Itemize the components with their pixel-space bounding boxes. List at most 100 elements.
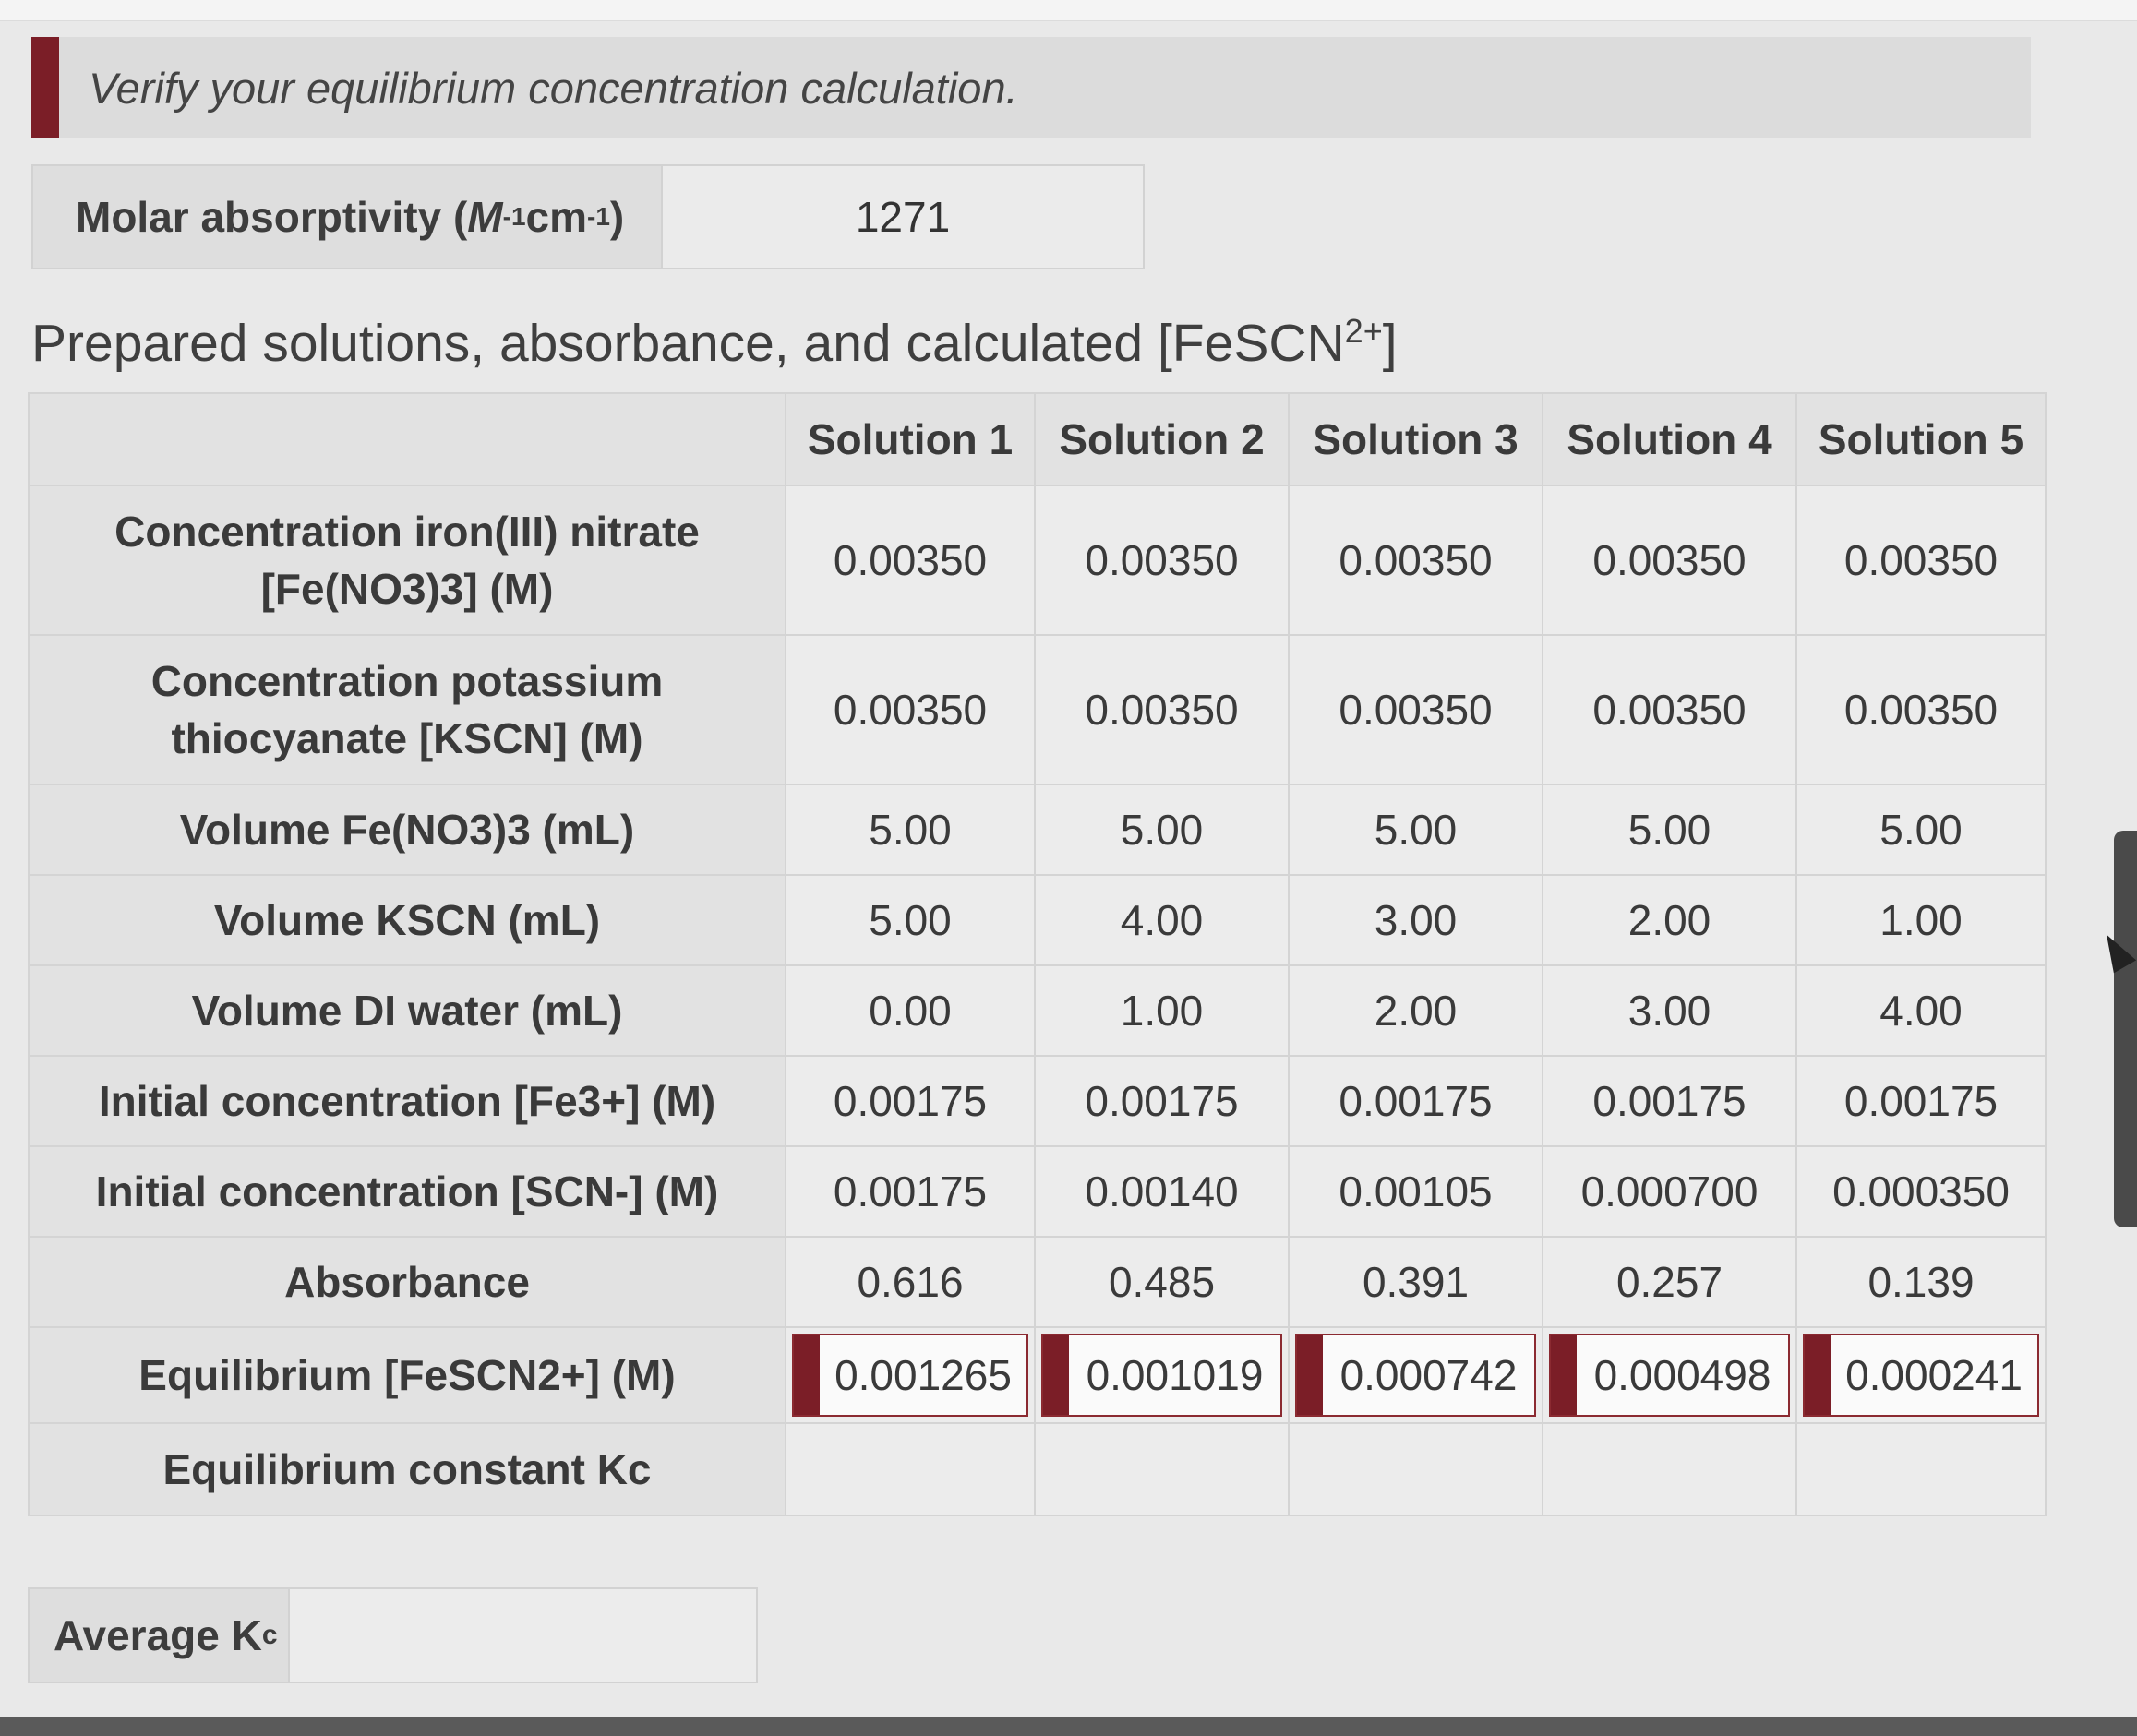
calc-cell: 0.001265 xyxy=(785,1326,1036,1424)
row-label: Volume DI water (mL) xyxy=(28,964,786,1057)
table-cell: 0.00350 xyxy=(1288,485,1543,636)
table-cell: 3.00 xyxy=(1288,874,1543,966)
row-label: Initial concentration [Fe3+] (M) xyxy=(28,1055,786,1147)
column-header-solution-4: Solution 4 xyxy=(1542,392,1797,486)
table-cell: 0.00350 xyxy=(785,634,1036,785)
column-header-solution-3: Solution 3 xyxy=(1288,392,1543,486)
column-header-solution-5: Solution 5 xyxy=(1795,392,2047,486)
table-cell: 0.00350 xyxy=(785,485,1036,636)
row-label: Initial concentration [SCN-] (M) xyxy=(28,1145,786,1238)
calc-box: 0.000742 xyxy=(1295,1334,1536,1417)
table-cell: 2.00 xyxy=(1288,964,1543,1057)
table-cell: 0.00350 xyxy=(1542,634,1797,785)
table-cell: 0.257 xyxy=(1542,1236,1797,1328)
calc-box: 0.000498 xyxy=(1549,1334,1790,1417)
average-kc-input[interactable] xyxy=(288,1589,756,1682)
table-cell: 1.00 xyxy=(1795,874,2047,966)
table-row: Equilibrium constant Kc xyxy=(28,1422,2047,1516)
table-header-row: Solution 1 Solution 2 Solution 3 Solutio… xyxy=(28,392,2047,486)
table-cell: 0.00105 xyxy=(1288,1145,1543,1238)
calc-box: 0.001265 xyxy=(792,1334,1028,1417)
table-row: Volume KSCN (mL) 5.00 4.00 3.00 2.00 1.0… xyxy=(28,874,2047,966)
table-cell: 0.00175 xyxy=(785,1055,1036,1147)
row-label: Equilibrium constant Kc xyxy=(28,1422,786,1516)
column-header-solution-2: Solution 2 xyxy=(1034,392,1290,486)
table-row: Absorbance 0.616 0.485 0.391 0.257 0.139 xyxy=(28,1236,2047,1328)
table-cell: 0.000700 xyxy=(1542,1145,1797,1238)
scrollbar-thumb[interactable] xyxy=(2114,831,2137,1227)
table-row: Concentration iron(III) nitrate [Fe(NO3)… xyxy=(28,485,2047,636)
kc-input-cell[interactable] xyxy=(1795,1422,2047,1516)
column-header-solution-1: Solution 1 xyxy=(785,392,1036,486)
calc-accent-bar xyxy=(794,1335,820,1415)
calc-cell: 0.001019 xyxy=(1034,1326,1290,1424)
banner-text: Verify your equilibrium concentration ca… xyxy=(89,63,1018,113)
table-cell: 0.00350 xyxy=(1288,634,1543,785)
molar-absorptivity-value: 1271 xyxy=(661,166,1143,268)
table-row: Initial concentration [Fe3+] (M) 0.00175… xyxy=(28,1055,2047,1147)
calc-box: 0.001019 xyxy=(1041,1334,1282,1417)
table-row: Volume Fe(NO3)3 (mL) 5.00 5.00 5.00 5.00… xyxy=(28,784,2047,876)
banner-accent-bar xyxy=(31,37,59,138)
verify-banner: Verify your equilibrium concentration ca… xyxy=(31,37,2031,138)
table-corner xyxy=(28,392,786,486)
table-row: Volume DI water (mL) 0.00 1.00 2.00 3.00… xyxy=(28,964,2047,1057)
table-cell: 1.00 xyxy=(1034,964,1290,1057)
kc-input-cell[interactable] xyxy=(1542,1422,1797,1516)
table-cell: 5.00 xyxy=(785,874,1036,966)
table-row: Concentration potassium thiocyanate [KSC… xyxy=(28,634,2047,785)
table-cell: 0.000350 xyxy=(1795,1145,2047,1238)
calc-accent-bar xyxy=(1297,1335,1323,1415)
table-cell: 0.391 xyxy=(1288,1236,1543,1328)
row-label: Absorbance xyxy=(28,1236,786,1328)
calc-accent-bar xyxy=(1043,1335,1069,1415)
kc-input-cell[interactable] xyxy=(1034,1422,1290,1516)
calc-value: 0.000742 xyxy=(1339,1351,1518,1399)
table-cell: 3.00 xyxy=(1542,964,1797,1057)
row-label: Concentration potassium thiocyanate [KSC… xyxy=(28,634,786,785)
molar-absorptivity-label: Molar absorptivity (M -1 cm -1) xyxy=(33,166,661,268)
table-cell: 0.00175 xyxy=(1288,1055,1543,1147)
table-cell: 0.00350 xyxy=(1034,634,1290,785)
table-cell: 0.00350 xyxy=(1034,485,1290,636)
table-cell: 5.00 xyxy=(1288,784,1543,876)
calc-value: 0.001019 xyxy=(1086,1351,1264,1399)
row-label: Concentration iron(III) nitrate [Fe(NO3)… xyxy=(28,485,786,636)
table-cell: 5.00 xyxy=(1542,784,1797,876)
table-row: Equilibrium [FeSCN2+] (M) 0.001265 0.001… xyxy=(28,1326,2047,1424)
calc-value: 0.001265 xyxy=(834,1351,1012,1399)
table-cell: 2.00 xyxy=(1542,874,1797,966)
row-label: Equilibrium [FeSCN2+] (M) xyxy=(28,1326,786,1424)
table-cell: 0.616 xyxy=(785,1236,1036,1328)
table-cell: 0.00175 xyxy=(785,1145,1036,1238)
table-cell: 4.00 xyxy=(1795,964,2047,1057)
table-cell: 0.00 xyxy=(785,964,1036,1057)
calc-cell: 0.000742 xyxy=(1288,1326,1543,1424)
bottom-bar xyxy=(0,1717,2137,1736)
calc-accent-bar xyxy=(1805,1335,1831,1415)
row-label: Volume Fe(NO3)3 (mL) xyxy=(28,784,786,876)
table-cell: 5.00 xyxy=(785,784,1036,876)
table-cell: 0.139 xyxy=(1795,1236,2047,1328)
calc-cell: 0.000498 xyxy=(1542,1326,1797,1424)
table-cell: 0.00350 xyxy=(1795,485,2047,636)
calc-value: 0.000241 xyxy=(1845,1351,2023,1399)
calc-box: 0.000241 xyxy=(1803,1334,2039,1417)
molar-absorptivity-row: Molar absorptivity (M -1 cm -1) 1271 xyxy=(31,164,1145,269)
table-cell: 0.00140 xyxy=(1034,1145,1290,1238)
table-cell: 5.00 xyxy=(1034,784,1290,876)
table-cell: 0.485 xyxy=(1034,1236,1290,1328)
table-cell: 0.00350 xyxy=(1795,634,2047,785)
table-cell: 0.00175 xyxy=(1542,1055,1797,1147)
table-cell: 5.00 xyxy=(1795,784,2047,876)
solutions-table: Solution 1 Solution 2 Solution 3 Solutio… xyxy=(28,392,2047,1516)
calc-value: 0.000498 xyxy=(1593,1351,1771,1399)
table-cell: 0.00175 xyxy=(1795,1055,2047,1147)
table-row: Initial concentration [SCN-] (M) 0.00175… xyxy=(28,1145,2047,1238)
kc-input-cell[interactable] xyxy=(1288,1422,1543,1516)
calc-accent-bar xyxy=(1551,1335,1577,1415)
kc-input-cell[interactable] xyxy=(785,1422,1036,1516)
table-cell: 0.00175 xyxy=(1034,1055,1290,1147)
